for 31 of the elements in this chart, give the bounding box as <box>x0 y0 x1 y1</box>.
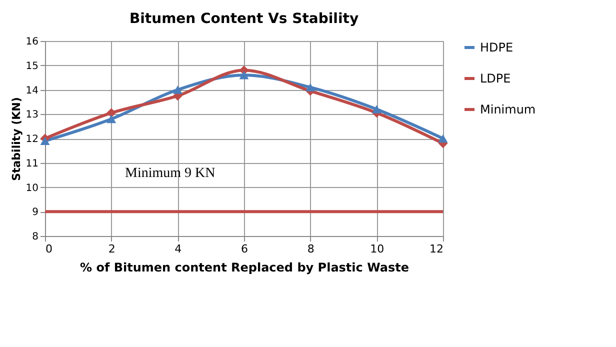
chart-title: Bitumen Content Vs Stability <box>129 11 359 27</box>
point <box>106 108 116 118</box>
x-tick-label: 2 <box>108 242 116 256</box>
legend-label: Minimum <box>480 102 536 116</box>
point <box>106 114 116 124</box>
annotation: Minimum 9 KN <box>125 166 216 181</box>
point <box>372 105 382 114</box>
y-tick-label: 12 <box>26 134 38 145</box>
y-tick-label: 13 <box>26 110 38 121</box>
legend-label: LDPE <box>480 72 511 86</box>
y-tick-label: 11 <box>26 158 38 170</box>
point <box>306 83 316 92</box>
point <box>239 71 249 80</box>
y-tick-label: 14 <box>26 85 38 96</box>
x-tick-label: 10 <box>370 242 384 256</box>
x-tick-label: 6 <box>241 242 248 256</box>
y-tick-label: 16 <box>26 36 38 48</box>
x-tick-label: 8 <box>307 242 314 256</box>
x-tick-label: 0 <box>46 242 52 256</box>
x-tick-label: 4 <box>174 242 182 256</box>
point <box>172 86 182 94</box>
x-tick-label: 12 <box>430 242 444 256</box>
y-tick-label: 9 <box>32 207 38 218</box>
y-tick-label: 10 <box>26 182 38 194</box>
y-axis-title: Stability (KN) <box>10 97 23 181</box>
point <box>438 134 448 143</box>
y-tick-label: 8 <box>32 232 38 242</box>
legend-label: HDPE <box>480 40 514 54</box>
point <box>40 136 50 146</box>
x-axis-title: % of Bitumen content Replaced by Plastic Waste <box>80 260 409 274</box>
y-tick-label: 15 <box>26 60 38 72</box>
